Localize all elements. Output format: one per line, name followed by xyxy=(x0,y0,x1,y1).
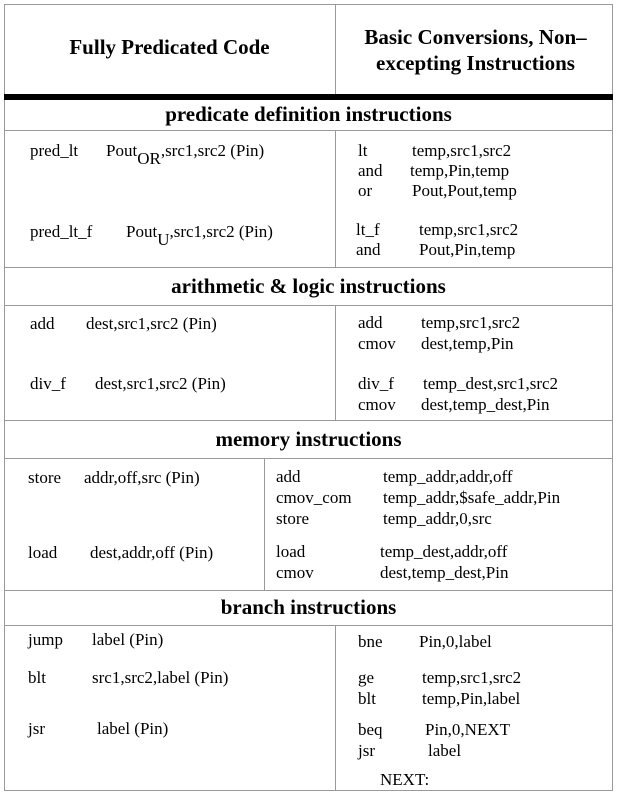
header-basic-conversions: Basic Conversions, Non– excepting Instru… xyxy=(364,25,587,75)
conv-args: dest,temp_dest,Pin xyxy=(380,563,509,582)
conv-op: or xyxy=(358,181,373,200)
next-label: NEXT: xyxy=(380,770,430,789)
pred-lt-args: PoutOR,src1,src2 (Pin) xyxy=(106,141,265,168)
column-divider xyxy=(335,305,336,420)
section-line xyxy=(4,590,613,591)
pred-lt-op: pred_lt xyxy=(30,141,79,160)
header-divider xyxy=(4,94,613,100)
conv-args: temp_dest,src1,src2 xyxy=(423,374,559,393)
column-divider xyxy=(335,625,336,791)
conv-args: temp,Pin,label xyxy=(422,689,521,708)
conv-args: dest,temp,Pin xyxy=(421,334,514,353)
conv-args: dest,temp_dest,Pin xyxy=(421,395,550,414)
jsr-op: jsr xyxy=(28,719,45,738)
column-divider xyxy=(264,458,265,590)
conv-args: temp_addr,addr,off xyxy=(383,467,513,486)
conv-op: lt xyxy=(358,141,368,160)
add-op: add xyxy=(30,314,55,333)
conv-op: and xyxy=(358,161,383,180)
conv-args: Pin,0,label xyxy=(419,632,492,651)
conv-op: div_f xyxy=(358,374,394,393)
section-line xyxy=(4,458,613,459)
header-fully-predicated: Fully Predicated Code xyxy=(69,35,270,59)
blt-args: src1,src2,label (Pin) xyxy=(92,668,229,687)
conv-args: temp,Pin,temp xyxy=(410,161,510,180)
conv-args: temp_addr,0,src xyxy=(383,509,492,528)
load-op: load xyxy=(28,543,58,562)
section-title-predicate: predicate definition instructions xyxy=(165,102,452,126)
conv-op: store xyxy=(276,509,310,528)
section-line xyxy=(4,130,613,131)
store-op: store xyxy=(28,468,62,487)
conv-args: label xyxy=(428,741,462,760)
jump-args: label (Pin) xyxy=(92,630,164,649)
conv-op: load xyxy=(276,542,306,561)
conv-args: Pin,0,NEXT xyxy=(425,720,510,739)
conv-args: temp,src1,src2 xyxy=(419,220,519,239)
conv-op: cmov_com xyxy=(276,488,352,507)
conv-args: Pout,Pout,temp xyxy=(412,181,517,200)
section-line xyxy=(4,305,613,306)
add-args: dest,src1,src2 (Pin) xyxy=(86,314,217,333)
conv-op: bne xyxy=(358,632,383,651)
conv-op: add xyxy=(276,467,301,486)
section-title-branch: branch instructions xyxy=(220,595,397,619)
conv-op: blt xyxy=(358,689,376,708)
div-f-op: div_f xyxy=(30,374,66,393)
section-title-arith: arithmetic & logic instructions xyxy=(171,274,446,298)
column-divider xyxy=(335,130,336,267)
conv-args: Pout,Pin,temp xyxy=(419,240,516,259)
conv-op: lt_f xyxy=(356,220,380,239)
load-args: dest,addr,off (Pin) xyxy=(90,543,214,562)
div-f-args: dest,src1,src2 (Pin) xyxy=(95,374,226,393)
section-title-memory: memory instructions xyxy=(215,427,402,451)
conv-args: temp,src1,src2 xyxy=(412,141,512,160)
section-line xyxy=(4,420,613,421)
conv-op: ge xyxy=(358,668,375,687)
section-line xyxy=(4,625,613,626)
conv-args: temp_dest,addr,off xyxy=(380,542,508,561)
conv-args: temp,src1,src2 xyxy=(422,668,522,687)
conv-op: beq xyxy=(358,720,383,739)
conv-op: and xyxy=(356,240,381,259)
conv-op: add xyxy=(358,313,383,332)
conv-op: cmov xyxy=(358,334,396,353)
jsr-args: label (Pin) xyxy=(97,719,169,738)
blt-op: blt xyxy=(28,668,46,687)
conv-op: cmov xyxy=(358,395,396,414)
conv-op: jsr xyxy=(358,741,375,760)
jump-op: jump xyxy=(28,630,63,649)
header-column-divider xyxy=(335,4,336,94)
conv-args: temp,src1,src2 xyxy=(421,313,521,332)
table-frame xyxy=(4,4,613,791)
section-line xyxy=(4,267,613,268)
conv-args: temp_addr,$safe_addr,Pin xyxy=(383,488,561,507)
store-args: addr,off,src (Pin) xyxy=(84,468,200,487)
pred-lt-f-args: PoutU,src1,src2 (Pin) xyxy=(126,222,273,249)
pred-lt-f-op: pred_lt_f xyxy=(30,222,93,241)
conv-op: cmov xyxy=(276,563,314,582)
